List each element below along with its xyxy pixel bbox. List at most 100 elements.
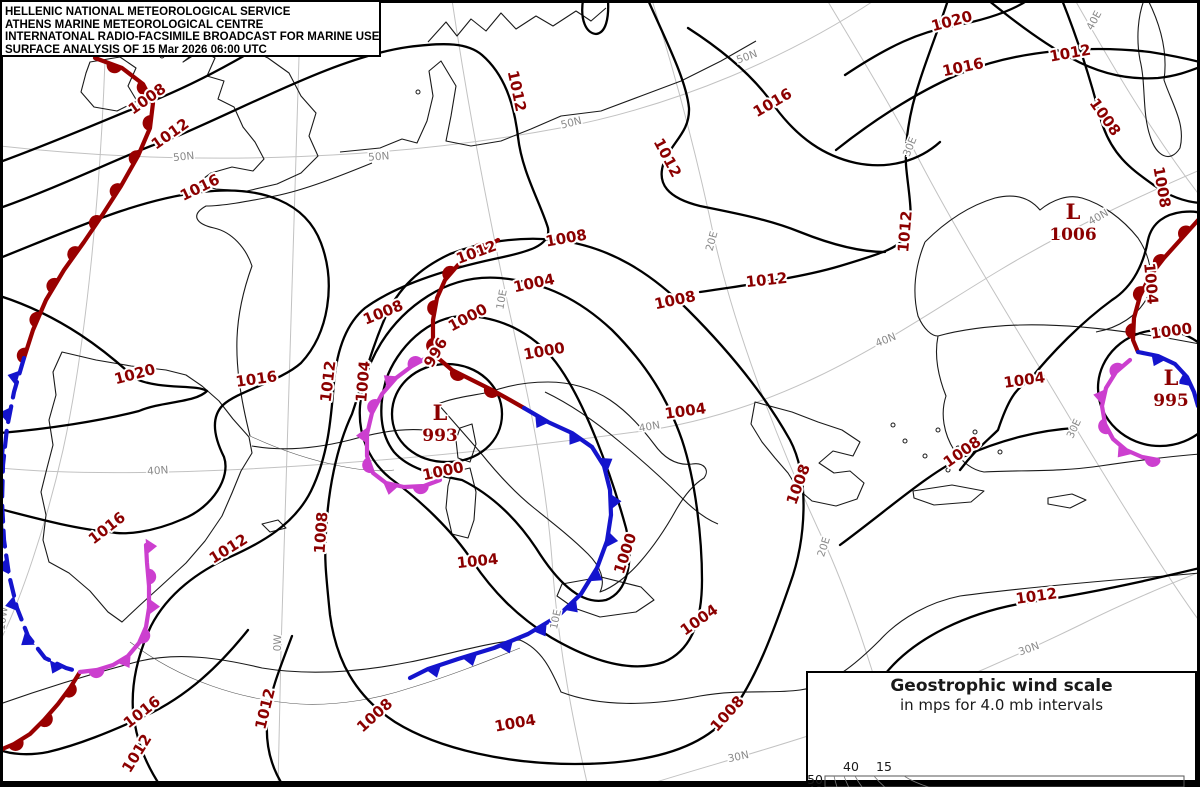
occluded-front-marker: [383, 375, 398, 389]
isobar-path: [1060, 0, 1200, 205]
coastline: [924, 195, 1152, 333]
wind-scale-diagram: 50 40 30 40 15 80 25 10: [807, 759, 1185, 787]
grid-label: 40N: [638, 419, 661, 435]
isobar-label: 1012: [504, 69, 530, 114]
cold-front-marker: [569, 431, 583, 445]
cold-front-marker: [535, 414, 549, 429]
coastline: [937, 324, 1200, 345]
occluded-front-line: [364, 353, 443, 490]
wind-scale-curves: [833, 775, 930, 787]
isobar-label: 1016: [234, 367, 278, 391]
cold-front-marker: [7, 370, 21, 386]
cold-front-marker: [0, 407, 12, 423]
gridline: [451, 0, 589, 787]
occluded-front-marker: [145, 538, 158, 555]
grid-label: 40N: [874, 331, 898, 350]
isobar-label: 1012: [745, 269, 788, 291]
warm-front-marker: [29, 311, 41, 328]
coastline: [40, 351, 253, 623]
warm-front-marker: [142, 115, 152, 132]
cold-front-marker: [498, 640, 513, 654]
island: [955, 445, 961, 451]
isobar-path: [686, 26, 942, 167]
grid-label: 30N: [1017, 640, 1041, 659]
isobar-path: [838, 426, 1077, 547]
grid-label: 40N: [147, 464, 169, 477]
cold-front-line: [0, 355, 83, 675]
coastline: [455, 423, 477, 463]
gridline: [1074, 0, 1200, 197]
wind-scale-label: 50: [808, 772, 823, 787]
isobar-label: 1012: [650, 135, 685, 180]
pressure-center-value: 1006: [1049, 225, 1096, 245]
isobar-label: 1012: [148, 115, 193, 154]
header-line-broadcast: INTERNATONAL RADIO-FACSIMILE BROADCAST F…: [5, 31, 380, 43]
occluded-front-marker: [383, 482, 399, 495]
warm-front-marker: [88, 214, 102, 230]
isobar-path: [843, 0, 1030, 77]
warm-front-marker: [106, 62, 123, 74]
cold-front-marker: [462, 653, 478, 666]
cold-front-marker: [532, 622, 547, 637]
isobar-path: [0, 294, 209, 435]
coastline: [750, 401, 865, 507]
coastline: [912, 484, 985, 506]
gridline: [0, 169, 1200, 474]
geostrophic-wind-scale-box: Geostrophic wind scale in mps for 4.0 mb…: [806, 671, 1197, 787]
occluded-front-marker: [1109, 362, 1124, 376]
isobar-label: 1012: [1048, 41, 1092, 66]
isobar-label: 1012: [251, 686, 279, 731]
occluded-front-marker: [1117, 443, 1131, 458]
occluded-front-marker: [362, 457, 373, 474]
island: [997, 449, 1003, 455]
pressure-center-value: 993: [422, 426, 458, 446]
coastline: [1047, 493, 1087, 509]
coastline: [261, 519, 287, 533]
island: [890, 422, 896, 428]
wind-scale-curve: [833, 775, 838, 787]
warm-front-marker: [442, 265, 456, 280]
isobar-label: 1012: [1014, 584, 1058, 608]
fronts-layer: [0, 55, 1200, 753]
cold-front-marker: [606, 531, 619, 548]
gridline: [651, 0, 904, 787]
isobar-label: 1004: [456, 550, 499, 572]
isobar-label: 1016: [85, 508, 129, 548]
wind-scale-curve: [843, 775, 850, 787]
coastline: [427, 7, 607, 43]
isobar-path: [698, 0, 950, 294]
warm-front-marker: [1152, 254, 1166, 269]
warm-front-marker: [109, 183, 123, 198]
isobar-label: 1016: [177, 170, 222, 204]
isobar-label: 1012: [894, 210, 916, 253]
warm-front-marker: [426, 338, 437, 354]
coastline: [80, 56, 138, 112]
pressure-center-symbol: L: [1066, 199, 1081, 224]
isobar-label: 1004: [1002, 368, 1046, 392]
cold-front-marker: [1177, 371, 1192, 387]
island: [972, 429, 978, 435]
isobar-path: [324, 237, 805, 766]
occluded-front-marker: [88, 669, 105, 679]
occluded-front-marker: [139, 628, 151, 644]
grid-label: 30N: [727, 749, 750, 765]
occluded-front-marker: [147, 568, 157, 585]
pressure-center-value: 995: [1153, 391, 1189, 411]
gridline: [277, 56, 300, 787]
isobar-label: 1008: [311, 511, 332, 554]
isobar-label: 1008: [1086, 95, 1125, 140]
coastline: [339, 40, 757, 153]
island: [945, 467, 951, 473]
isobar-path: [380, 314, 631, 603]
coastline: [196, 162, 373, 437]
grid-label: 40E: [1084, 9, 1104, 32]
isobar-label: 1016: [941, 54, 986, 80]
isobar-label: 1008: [783, 462, 814, 507]
isobar-path: [986, 0, 1200, 80]
isobar-label: 1000: [1149, 319, 1193, 343]
coastline: [445, 467, 477, 539]
isobar-path: [581, 0, 610, 36]
warm-front-marker: [449, 369, 466, 381]
isobar-path: [958, 210, 1200, 472]
coastline: [437, 381, 707, 593]
